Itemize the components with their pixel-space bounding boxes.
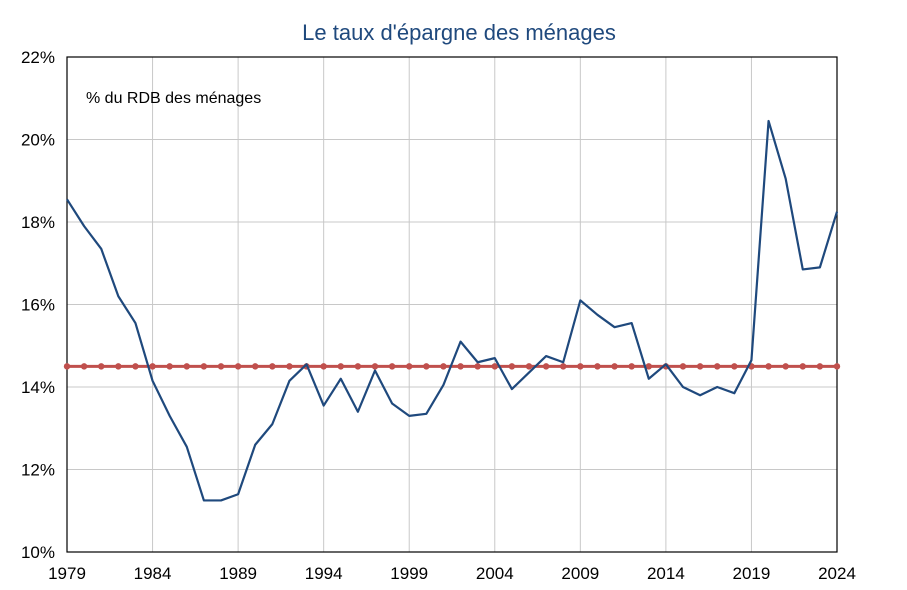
series-point xyxy=(457,363,464,370)
series-0 xyxy=(66,119,839,502)
series-point xyxy=(525,363,533,370)
series-point xyxy=(63,363,71,370)
series-point xyxy=(166,363,173,370)
series-point xyxy=(252,363,259,370)
series-point xyxy=(782,363,789,370)
series-point xyxy=(80,363,88,370)
y-axis-ticks: 10% 12% 14% 16% 18% 20% 22% xyxy=(21,48,55,562)
plot-area xyxy=(66,56,838,553)
series-line xyxy=(66,119,839,502)
series-point xyxy=(115,363,122,370)
series-point xyxy=(491,363,498,370)
series-point xyxy=(183,363,190,370)
series-point xyxy=(440,363,447,370)
y-tick-label: 16% xyxy=(21,296,55,315)
series-point xyxy=(217,363,225,370)
series-point xyxy=(286,363,293,370)
y-tick-label: 22% xyxy=(21,48,55,67)
x-tick-label: 1989 xyxy=(219,564,257,583)
series-point xyxy=(816,363,824,370)
series-point xyxy=(714,363,721,370)
x-tick-label: 2024 xyxy=(818,564,856,583)
y-tick-label: 20% xyxy=(21,131,55,150)
x-tick-label: 1999 xyxy=(390,564,428,583)
series-point xyxy=(149,363,156,370)
series-point xyxy=(765,363,772,370)
series-point xyxy=(508,363,516,370)
series-point xyxy=(560,363,567,370)
gridlines xyxy=(66,56,838,553)
series-point xyxy=(354,363,362,370)
x-tick-label: 2019 xyxy=(733,564,771,583)
y-tick-label: 14% xyxy=(21,378,55,397)
x-tick-label: 2004 xyxy=(476,564,514,583)
series-point xyxy=(542,363,550,370)
series-point xyxy=(234,363,242,370)
series-point xyxy=(645,363,652,370)
series-point xyxy=(337,363,344,370)
x-tick-label: 1994 xyxy=(305,564,343,583)
series-point xyxy=(200,363,208,370)
unit-annotation: % du RDB des ménages xyxy=(86,90,261,107)
series-point xyxy=(320,363,327,370)
series-layer xyxy=(63,119,841,502)
y-tick-label: 10% xyxy=(21,543,55,562)
series-point xyxy=(679,363,687,370)
series-point xyxy=(594,363,601,370)
series-point xyxy=(577,363,584,370)
chart-title: Le taux d'épargne des ménages xyxy=(302,20,616,45)
series-point xyxy=(611,363,618,370)
x-tick-label: 2014 xyxy=(647,564,685,583)
series-point xyxy=(696,363,704,370)
x-axis-ticks: 1979 1984 1989 1994 1999 2004 2009 2014 2019 2024 xyxy=(48,564,856,583)
x-tick-label: 1979 xyxy=(48,564,86,583)
series-point xyxy=(371,363,379,370)
series-1 xyxy=(63,363,841,370)
series-point xyxy=(388,363,396,370)
series-point xyxy=(406,363,413,370)
series-point xyxy=(269,363,276,370)
x-tick-label: 2009 xyxy=(561,564,599,583)
series-point xyxy=(628,363,635,370)
y-tick-label: 12% xyxy=(21,461,55,480)
y-tick-label: 18% xyxy=(21,213,55,232)
series-point xyxy=(132,363,139,370)
series-point xyxy=(98,363,105,370)
series-point xyxy=(731,363,738,370)
series-point xyxy=(423,363,430,370)
series-point xyxy=(833,363,841,370)
x-tick-label: 1984 xyxy=(134,564,172,583)
series-point xyxy=(799,363,806,370)
series-point xyxy=(474,363,481,370)
